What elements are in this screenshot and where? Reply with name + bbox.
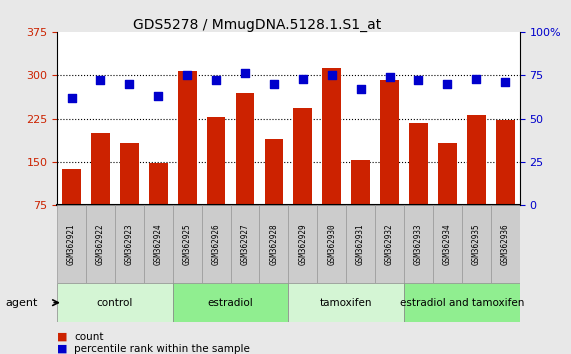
Bar <box>322 68 341 205</box>
Point <box>154 93 163 99</box>
Bar <box>86 205 115 283</box>
Bar <box>433 205 462 283</box>
Bar <box>496 120 514 205</box>
Bar <box>120 143 139 205</box>
Bar <box>178 71 196 205</box>
Text: estradiol and tamoxifen: estradiol and tamoxifen <box>400 298 524 308</box>
Point <box>211 78 220 83</box>
Point <box>385 74 394 80</box>
Bar <box>288 283 404 322</box>
Text: GSM362927: GSM362927 <box>240 223 250 265</box>
Point <box>125 81 134 87</box>
Bar <box>172 205 202 283</box>
Text: GSM362924: GSM362924 <box>154 223 163 265</box>
Text: GSM362929: GSM362929 <box>298 223 307 265</box>
Point <box>183 73 192 78</box>
Bar <box>490 205 520 283</box>
Bar <box>115 205 144 283</box>
Point <box>67 95 76 101</box>
Text: GSM362934: GSM362934 <box>443 223 452 265</box>
Text: ■: ■ <box>57 344 67 354</box>
Bar <box>236 93 255 205</box>
Text: agent: agent <box>6 298 38 308</box>
Bar <box>259 205 288 283</box>
Bar <box>380 80 399 205</box>
Text: GSM362930: GSM362930 <box>327 223 336 265</box>
Point <box>414 78 423 83</box>
Bar <box>91 133 110 205</box>
Point <box>270 81 279 87</box>
Bar <box>207 118 226 205</box>
Text: GSM362922: GSM362922 <box>96 223 105 265</box>
Bar <box>231 205 259 283</box>
Point <box>240 71 250 76</box>
Bar <box>467 115 486 205</box>
Bar <box>462 205 490 283</box>
Text: GSM362928: GSM362928 <box>270 223 279 265</box>
Point <box>327 73 336 78</box>
Bar <box>172 283 288 322</box>
Text: GSM362926: GSM362926 <box>212 223 220 265</box>
Point <box>443 81 452 87</box>
Point <box>472 76 481 81</box>
Bar <box>317 205 346 283</box>
Text: GSM362935: GSM362935 <box>472 223 481 265</box>
Point <box>298 76 307 81</box>
Point <box>96 78 105 83</box>
Text: GSM362925: GSM362925 <box>183 223 192 265</box>
Text: ■: ■ <box>57 332 67 342</box>
Text: GDS5278 / MmugDNA.5128.1.S1_at: GDS5278 / MmugDNA.5128.1.S1_at <box>133 18 381 32</box>
Bar <box>375 205 404 283</box>
Bar <box>288 205 317 283</box>
Bar <box>404 205 433 283</box>
Text: GSM362921: GSM362921 <box>67 223 76 265</box>
Text: GSM362931: GSM362931 <box>356 223 365 265</box>
Bar <box>62 169 81 205</box>
Bar <box>57 283 172 322</box>
Bar <box>438 143 457 205</box>
Bar <box>293 108 312 205</box>
Text: percentile rank within the sample: percentile rank within the sample <box>74 344 250 354</box>
Bar <box>264 139 283 205</box>
Bar <box>149 163 168 205</box>
Bar <box>144 205 173 283</box>
Bar <box>57 205 86 283</box>
Text: estradiol: estradiol <box>208 298 254 308</box>
Bar <box>202 205 231 283</box>
Bar <box>409 122 428 205</box>
Text: GSM362932: GSM362932 <box>385 223 394 265</box>
Point <box>501 79 510 85</box>
Bar <box>346 205 375 283</box>
Bar <box>351 160 370 205</box>
Text: GSM362936: GSM362936 <box>501 223 510 265</box>
Text: control: control <box>96 298 133 308</box>
Text: count: count <box>74 332 104 342</box>
Text: tamoxifen: tamoxifen <box>320 298 372 308</box>
Text: GSM362933: GSM362933 <box>414 223 423 265</box>
Bar <box>404 283 520 322</box>
Text: GSM362923: GSM362923 <box>125 223 134 265</box>
Point <box>356 86 365 92</box>
